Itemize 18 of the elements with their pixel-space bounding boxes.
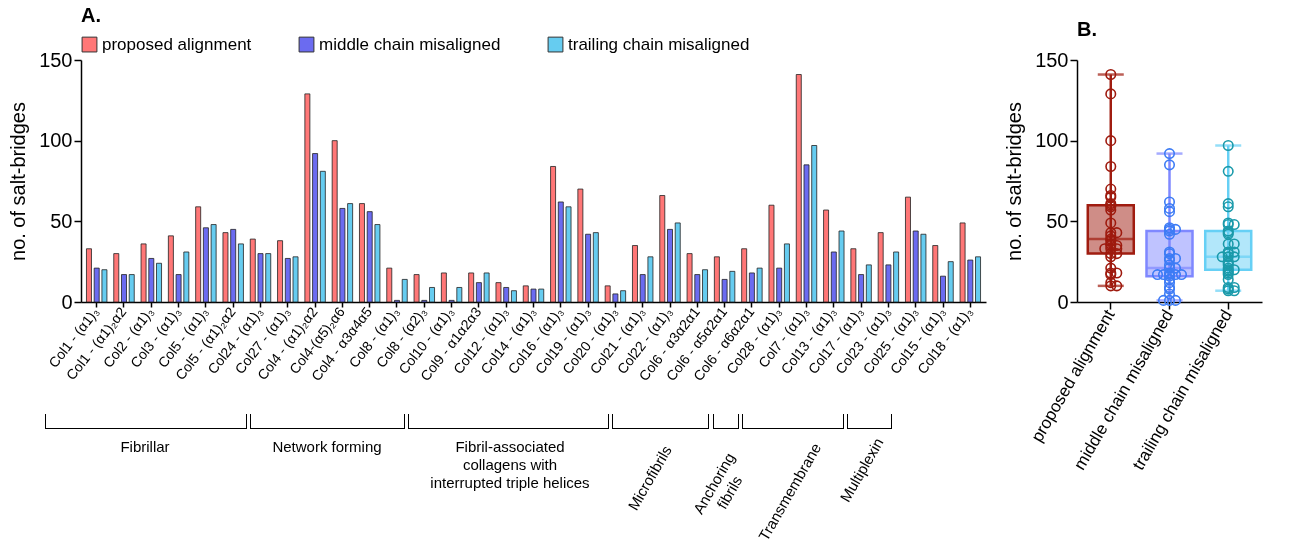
y-axis-title: no. of salt-bridges <box>7 102 30 261</box>
chart-title: B. <box>1077 18 1097 40</box>
y-tick-label: 0 <box>61 290 73 313</box>
y-tick-label: 0 <box>1057 290 1069 313</box>
y-tick-label: 50 <box>50 209 73 232</box>
legend-label: proposed alignment <box>102 34 252 54</box>
y-tick-label: 50 <box>1046 209 1069 232</box>
y-axis-title: no. of salt-bridges <box>1003 102 1026 261</box>
legend-label: trailing chain misaligned <box>568 34 750 54</box>
y-tick-label: 150 <box>39 48 73 71</box>
y-tick-label: 150 <box>1035 48 1069 71</box>
y-tick-label: 100 <box>39 129 73 152</box>
text: Fibrillar <box>119 438 171 456</box>
y-tick-label: 100 <box>1035 129 1069 152</box>
text: Fibril-associated collagens with interrupted triple helices <box>429 438 591 492</box>
chart-title: A. <box>81 4 101 26</box>
legend-label: middle chain misaligned <box>319 34 501 54</box>
text: Network forming <box>272 438 382 456</box>
